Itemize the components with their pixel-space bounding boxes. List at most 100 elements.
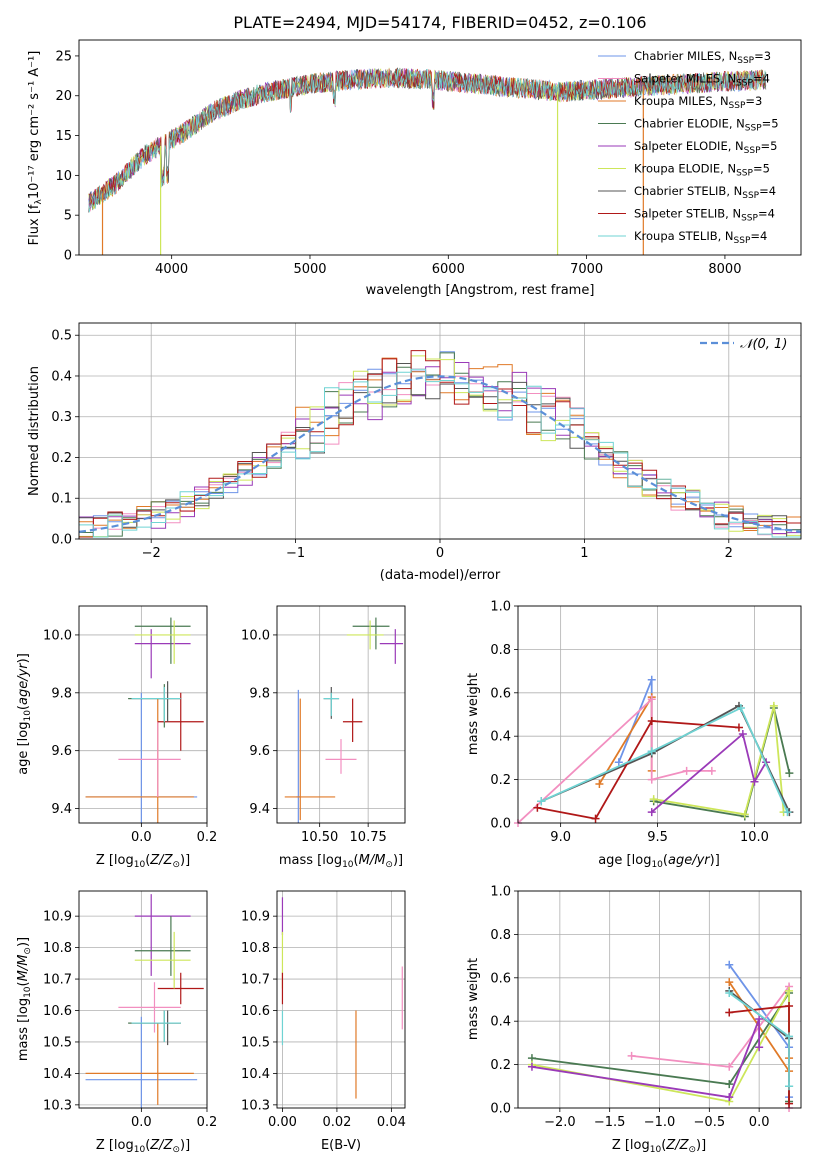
age-vs-z-y-label: age [log10(age/yr)] <box>16 653 33 775</box>
weight-marker <box>595 779 604 788</box>
y-tick-label: 0.2 <box>490 773 511 788</box>
y-tick-label: 10.7 <box>43 973 72 988</box>
legend-entry: Kroupa ELODIE, NSSP=5 <box>634 162 770 179</box>
weight-line-salpeter-stelib <box>537 720 740 820</box>
hist-kroupa-elodie <box>79 355 801 538</box>
mass-vs-z-y-label: mass [log10(M/M⊙)] <box>16 937 33 1061</box>
legend-entry: Salpeter MILES, NSSP=4 <box>634 72 770 89</box>
y-tick-label: 1.0 <box>490 885 511 900</box>
weight-marker <box>785 1082 794 1091</box>
y-tick-label: 0.6 <box>490 971 511 986</box>
x-tick-label: 0.2 <box>197 1115 218 1130</box>
y-tick-label: 10.6 <box>43 1004 72 1019</box>
weight-marker <box>647 775 656 784</box>
x-tick-label: −1 <box>286 546 305 561</box>
y-tick-label: 10.0 <box>241 628 270 643</box>
spectrum-y-label: Flux [fλ10⁻¹⁷ erg cm⁻² s⁻¹ A⁻¹] <box>27 51 44 246</box>
x-tick-label: 1 <box>580 546 588 561</box>
weight-marker <box>725 1062 734 1071</box>
x-tick-label: 8000 <box>708 262 741 277</box>
y-tick-label: 9.6 <box>249 744 270 759</box>
weight-marker <box>614 758 623 767</box>
x-tick-label: 9.5 <box>647 830 668 845</box>
weight-marker <box>740 810 749 819</box>
x-tick-label: 0 <box>436 546 444 561</box>
x-tick-label: 0.0 <box>131 830 152 845</box>
legend-entry: Kroupa STELIB, NSSP=4 <box>634 229 767 246</box>
y-tick-label: 10.6 <box>241 1004 270 1019</box>
weight-marker <box>785 1032 794 1041</box>
spectrum-line-salpeter-stelib <box>88 67 767 206</box>
hist-salpeter-stelib <box>79 350 801 538</box>
y-tick-label: 10.7 <box>241 973 270 988</box>
weight-marker <box>647 808 656 817</box>
weight-marker <box>627 1051 636 1060</box>
weight-marker <box>533 803 542 812</box>
weight-marker <box>537 797 546 806</box>
mass-vs-z-x-label: Z [log10(Z/Z⊙)] <box>96 1138 190 1155</box>
legend-entry: Chabrier MILES, NSSP=3 <box>634 49 771 66</box>
x-tick-label: −2.0 <box>544 1115 576 1130</box>
x-tick-label: 2 <box>725 546 733 561</box>
mass-vs-ebv-x-label: E(B-V) <box>321 1138 361 1153</box>
weight-marker <box>785 769 794 778</box>
weight-marker <box>647 675 656 684</box>
y-tick-label: 0 <box>64 249 72 264</box>
y-tick-label: 10 <box>55 169 72 184</box>
weight-line-salpeter-elodie <box>651 732 767 813</box>
weight-marker <box>755 1015 764 1024</box>
y-tick-label: 10.3 <box>241 1098 270 1113</box>
weight-marker <box>785 1002 794 1011</box>
weight-marker <box>738 730 747 739</box>
x-tick-label: 0.00 <box>268 1115 297 1130</box>
x-tick-label: 0.0 <box>749 1115 770 1130</box>
weight-marker <box>591 814 600 823</box>
y-tick-label: 0.0 <box>490 1102 511 1117</box>
weight-line-kroupa-elodie <box>653 705 785 816</box>
weight-marker <box>647 695 656 704</box>
weight-marker <box>725 978 734 987</box>
y-tick-label: 0.3 <box>51 410 72 425</box>
axes-frame <box>78 322 802 540</box>
weight-marker <box>783 808 792 817</box>
weight-marker <box>527 1062 536 1071</box>
y-tick-label: 0.4 <box>490 1015 511 1030</box>
legend-gaussian: 𝒩(0, 1) <box>740 337 787 352</box>
x-tick-label: 0.04 <box>377 1115 406 1130</box>
x-tick-label: −1.5 <box>594 1115 626 1130</box>
weight-marker <box>725 1080 734 1089</box>
weight-line-salpeter-elodie <box>531 1018 760 1099</box>
residuals-x-label: (data-model)/error <box>380 568 501 583</box>
y-tick-label: 0.8 <box>490 643 511 658</box>
weight-marker <box>734 723 743 732</box>
weight-vs-z-y-label: mass weight <box>466 958 481 1040</box>
axes-frame <box>517 605 802 824</box>
x-tick-label: 9.0 <box>550 830 571 845</box>
axes-frame <box>517 890 802 1109</box>
y-tick-label: 0.5 <box>51 329 72 344</box>
y-tick-label: 5 <box>64 209 72 224</box>
x-tick-label: 0.0 <box>131 1115 152 1130</box>
x-tick-label: 10.75 <box>350 830 387 845</box>
weight-line-kroupa-stelib <box>540 706 789 813</box>
y-tick-label: 0.8 <box>490 928 511 943</box>
y-tick-label: 0.2 <box>490 1058 511 1073</box>
spectrum-line-kroupa-stelib <box>88 68 767 213</box>
weight-marker <box>649 795 658 804</box>
weight-marker <box>647 747 656 756</box>
weight-marker <box>725 988 734 997</box>
y-tick-label: 10.8 <box>43 941 72 956</box>
x-tick-label: 5000 <box>293 262 326 277</box>
weight-marker <box>750 777 759 786</box>
x-tick-label: −1.0 <box>644 1115 676 1130</box>
y-tick-label: 10.9 <box>43 910 72 925</box>
y-tick-label: 10.3 <box>43 1098 72 1113</box>
weight-marker <box>785 986 794 995</box>
y-tick-label: 15 <box>55 129 72 144</box>
weight-marker <box>725 960 734 969</box>
legend-entry: Chabrier ELODIE, NSSP=5 <box>634 117 779 134</box>
x-tick-label: 10.0 <box>740 830 769 845</box>
axes-frame <box>276 605 406 824</box>
weight-marker <box>647 717 656 726</box>
weight-vs-age-x-label: age [log10(age/yr)] <box>598 853 720 870</box>
